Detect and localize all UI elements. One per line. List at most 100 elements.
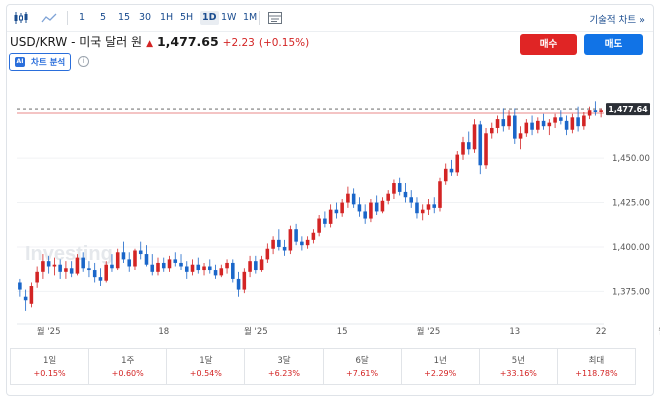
- candle: [259, 255, 264, 272]
- performance-cell[interactable]: 최대 +118.78%: [558, 349, 635, 384]
- timeframe-1-button[interactable]: 1: [79, 12, 86, 23]
- price-change-percent: (+0.15%): [258, 37, 310, 49]
- candle: [190, 259, 195, 276]
- candle-body: [300, 241, 304, 246]
- candle-body: [363, 211, 367, 219]
- candlestick-icon[interactable]: [13, 11, 29, 25]
- performance-cell[interactable]: 6달 +7.61%: [324, 349, 402, 384]
- candle: [35, 266, 39, 288]
- chart-toolbar: 1 5 15 30 1H 5H 1D 1W 1M 기술적 차트 »: [7, 5, 653, 32]
- ai-chart-analysis-button[interactable]: AI 차트 분석: [9, 53, 71, 71]
- candle-body: [449, 168, 454, 173]
- candle: [144, 245, 149, 267]
- candle-body: [369, 202, 373, 219]
- x-axis-tick-label: 13: [509, 327, 520, 337]
- performance-change: +118.78%: [575, 369, 618, 378]
- candle: [242, 268, 247, 294]
- candle: [489, 122, 494, 139]
- candle-body: [18, 282, 22, 290]
- timeframe-1d-button[interactable]: 1D: [200, 11, 219, 25]
- instrument-header: USD/KRW - 미국 달러 원 ▲ 1,477.65 +2.23 (+0.15%): [10, 31, 309, 51]
- performance-cell[interactable]: 1일 +0.15%: [11, 349, 90, 384]
- performance-cell[interactable]: 1주 +0.60%: [89, 349, 168, 384]
- candle: [121, 241, 126, 263]
- candle-body: [305, 239, 310, 246]
- candle: [64, 261, 68, 279]
- performance-cell[interactable]: 3달 +6.23%: [245, 349, 324, 384]
- candle-body: [357, 204, 362, 212]
- candle: [530, 115, 534, 136]
- candle-body: [133, 250, 137, 267]
- line-chart-icon[interactable]: [41, 11, 57, 25]
- price-chart[interactable]: Investing 1,375.00 1,400.00 1,425.00 1,450.0…: [0, 0, 660, 345]
- indicators-icon[interactable]: [267, 11, 283, 25]
- candle: [397, 177, 402, 196]
- performance-change: +0.15%: [33, 369, 66, 378]
- candle-body: [403, 191, 408, 198]
- candle: [334, 202, 339, 219]
- candle: [472, 119, 477, 153]
- candle: [587, 106, 592, 120]
- candle: [41, 254, 45, 279]
- performance-cell[interactable]: 5년 +33.16%: [480, 349, 558, 384]
- candle-body: [374, 202, 379, 212]
- candle: [254, 255, 258, 274]
- technical-chart-link[interactable]: 기술적 차트 »: [589, 15, 645, 26]
- performance-change: +7.61%: [346, 369, 379, 378]
- candle-body: [87, 268, 91, 271]
- timeframe-1w-button[interactable]: 1W: [221, 12, 237, 23]
- candle: [104, 261, 108, 283]
- candle: [52, 257, 57, 276]
- timeframe-1h-button[interactable]: 1H: [160, 12, 174, 23]
- timeframe-1m-button[interactable]: 1M: [243, 12, 258, 23]
- x-axis-tick-label: 22: [596, 327, 607, 337]
- performance-period: 1일: [42, 356, 57, 366]
- candle-body: [161, 262, 166, 269]
- performance-cell[interactable]: 1년 +2.29%: [402, 349, 480, 384]
- candle-body: [472, 124, 477, 150]
- timeframe-15-button[interactable]: 15: [118, 12, 131, 23]
- candle-body: [587, 110, 592, 116]
- ai-icon: AI: [15, 57, 25, 67]
- candle: [409, 190, 413, 208]
- candle: [127, 252, 132, 272]
- candle: [219, 264, 224, 278]
- price-change: +2.23: [222, 37, 255, 49]
- candle-body: [208, 266, 212, 271]
- buy-button[interactable]: 매수: [520, 34, 577, 55]
- candle-body: [69, 268, 74, 274]
- candle: [167, 255, 172, 272]
- candle-body: [386, 193, 390, 201]
- candle: [265, 243, 270, 263]
- performance-cell[interactable]: 1달 +0.54%: [167, 349, 246, 384]
- timeframe-30-button[interactable]: 30: [139, 12, 152, 23]
- candle-body: [254, 261, 258, 271]
- candle: [369, 199, 373, 223]
- performance-change: +6.23%: [267, 369, 300, 378]
- candle: [438, 177, 442, 212]
- timeframe-5-button[interactable]: 5: [100, 12, 107, 23]
- performance-period: 6달: [355, 356, 369, 366]
- candle: [46, 255, 51, 274]
- candle-body: [334, 209, 339, 214]
- candle: [81, 252, 85, 272]
- x-axis-tick-label: 18: [158, 327, 169, 337]
- performance-period: 1년: [433, 356, 447, 366]
- candle-body: [29, 286, 34, 304]
- performance-period: 최대: [588, 356, 605, 366]
- candle-body: [144, 254, 149, 265]
- timeframe-5h-button[interactable]: 5H: [180, 12, 194, 23]
- candle: [328, 204, 333, 228]
- performance-period: 1주: [121, 356, 135, 366]
- candle-body: [225, 262, 229, 269]
- candle: [449, 159, 454, 176]
- candle-body: [311, 232, 316, 240]
- candle-body: [340, 202, 344, 214]
- candle-body: [282, 246, 287, 251]
- last-price-label: 1,477.64: [608, 105, 648, 114]
- sell-button[interactable]: 매도: [584, 34, 643, 55]
- candle: [98, 268, 103, 287]
- candle: [420, 204, 425, 221]
- candle: [346, 186, 350, 208]
- info-icon[interactable]: i: [78, 56, 89, 67]
